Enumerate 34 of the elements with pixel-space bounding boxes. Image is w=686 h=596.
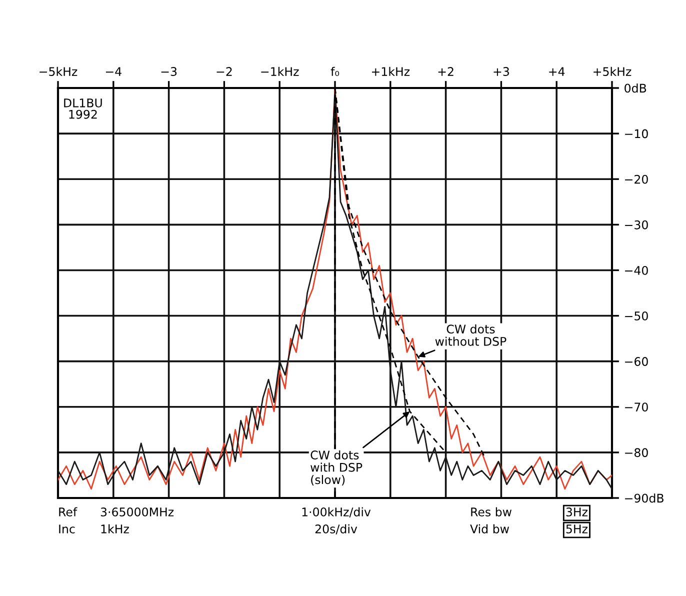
x-tick-label: +4 [549,67,565,76]
y-tick-label: −10 [625,129,648,138]
y-tick-label: −90dB [625,494,664,503]
y-tick-label: −70 [625,402,648,412]
text: 5Hz [566,524,588,534]
x-tick-label: −2 [216,67,232,76]
x-tick-label: −1kHz [261,66,299,76]
text: 3·65000MHz [100,507,174,516]
text: 20s/div [315,524,358,534]
annotation: CW dots with DSP (slow) [310,450,362,486]
text: Res bw [471,507,512,516]
text: 1kHz [101,524,129,534]
annotation: DL1BU 1992 [64,98,102,119]
x-tick-label: −5kHz [40,66,78,76]
y-tick-label: −50 [625,312,648,320]
text: Ref [59,507,78,516]
y-tick-label: −60 [625,357,648,366]
y-tick-label: −40 [625,266,648,275]
x-tick-label: −3 [161,67,177,76]
y-tick-label: −80 [625,448,648,458]
y-tick-label: −20 [625,174,648,184]
x-tick-label: +3 [494,67,509,76]
text: Vid bw [470,524,509,534]
y-tick-label: 0dB [624,84,646,93]
x-tick-label: +1kHz [372,66,410,76]
text: 3Hz [566,507,588,516]
x-tick-label: +5kHz [594,66,632,76]
y-tick-label: −30 [625,220,648,230]
x-tick-label: +2 [438,67,454,76]
annotation: CW dots without DSP [435,324,506,346]
x-tick-label: −4 [106,67,122,76]
text: 1·00kHz/div [302,507,371,518]
x-tick-label: f₀ [330,66,340,76]
text: Inc [59,524,75,534]
